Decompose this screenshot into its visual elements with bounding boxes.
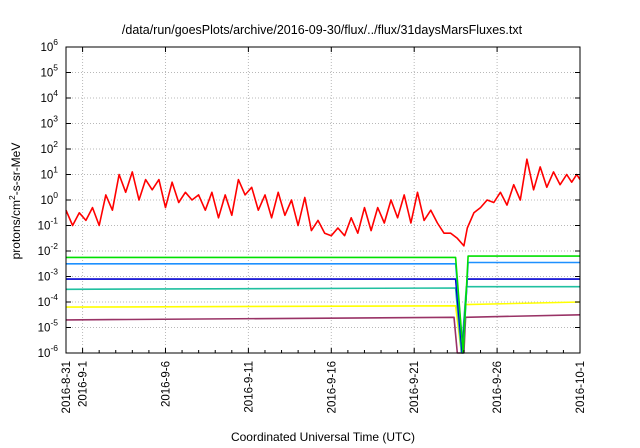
y-tick-label: 10-4 — [38, 292, 59, 309]
y-tick-exponent: 4 — [53, 88, 58, 98]
y-tick-exponent: -2 — [50, 241, 58, 251]
series-line-6 — [65, 314, 581, 354]
y-tick-exponent: 1 — [53, 165, 58, 175]
y-tick-label: 100 — [40, 190, 58, 207]
y-tick-exponent: 3 — [53, 114, 58, 124]
y-tick-label: 10-1 — [38, 216, 59, 233]
y-tick-exponent: -3 — [50, 267, 58, 277]
y-tick-base: 10 — [38, 348, 51, 360]
y-axis-label: protons/cm2-s-sr-MeV — [7, 143, 23, 260]
y-tick-base: 10 — [38, 221, 51, 233]
y-tick-exponent: 6 — [53, 37, 58, 47]
y-tick-base: 10 — [40, 170, 53, 182]
y-tick-base: 10 — [38, 272, 51, 284]
x-axis: 2016-8-31 2016-9-1 2016-9-6 2016-9-11 2016-9… — [61, 47, 587, 413]
y-axis-label-sup: 2 — [7, 195, 17, 200]
series-line-5 — [65, 301, 581, 354]
chart-title: /data/run/goesPlots/archive/2016-09-30/f… — [122, 23, 523, 37]
y-tick-label: 101 — [40, 165, 58, 182]
y-axis: 10-610-510-410-310-210-11001011021031041… — [38, 37, 580, 360]
y-tick-base: 10 — [38, 297, 51, 309]
y-tick-base: 10 — [40, 93, 53, 105]
x-tick-label: 2016-8-31 — [61, 361, 73, 413]
x-tick-label: 2016-9-11 — [243, 361, 255, 413]
y-tick-exponent: -4 — [50, 292, 58, 302]
x-tick-label: 2016-9-1 — [78, 361, 90, 407]
y-tick-base: 10 — [38, 246, 51, 258]
y-axis-label-post: -s-sr-MeV — [9, 143, 23, 196]
y-tick-label: 104 — [40, 88, 58, 105]
y-tick-exponent: 5 — [53, 63, 58, 73]
y-tick-exponent: -1 — [50, 216, 58, 226]
y-tick-exponent: 2 — [53, 139, 58, 149]
x-tick-label: 2016-9-21 — [409, 361, 421, 413]
x-axis-label: Coordinated Universal Time (UTC) — [231, 430, 415, 444]
grid — [66, 47, 580, 353]
y-tick-label: 10-5 — [38, 318, 59, 335]
y-tick-base: 10 — [40, 68, 53, 80]
series-line-2 — [66, 261, 580, 354]
x-tick-label: 2016-9-6 — [160, 361, 172, 407]
y-tick-base: 10 — [40, 195, 53, 207]
y-tick-base: 10 — [40, 119, 53, 131]
series-layer — [65, 158, 581, 354]
series-line-0 — [65, 158, 581, 247]
x-tick-label: 2016-9-16 — [326, 361, 338, 413]
y-tick-label: 103 — [40, 114, 58, 131]
x-tick-label: 2016-9-26 — [492, 361, 504, 413]
y-tick-base: 10 — [40, 144, 53, 156]
y-tick-label: 106 — [40, 37, 58, 54]
x-tick-label: 2016-10-1 — [575, 361, 587, 413]
y-tick-exponent: 0 — [53, 190, 58, 200]
y-tick-base: 10 — [38, 323, 51, 335]
y-tick-base: 10 — [40, 42, 53, 54]
y-tick-label: 10-6 — [38, 343, 59, 360]
y-tick-label: 10-3 — [38, 267, 59, 284]
y-tick-label: 105 — [40, 63, 58, 80]
y-axis-label-pre: protons/cm — [9, 200, 23, 259]
y-tick-label: 10-2 — [38, 241, 59, 258]
y-tick-label: 102 — [40, 139, 58, 156]
y-tick-exponent: -6 — [50, 343, 58, 353]
y-tick-exponent: -5 — [50, 318, 58, 328]
